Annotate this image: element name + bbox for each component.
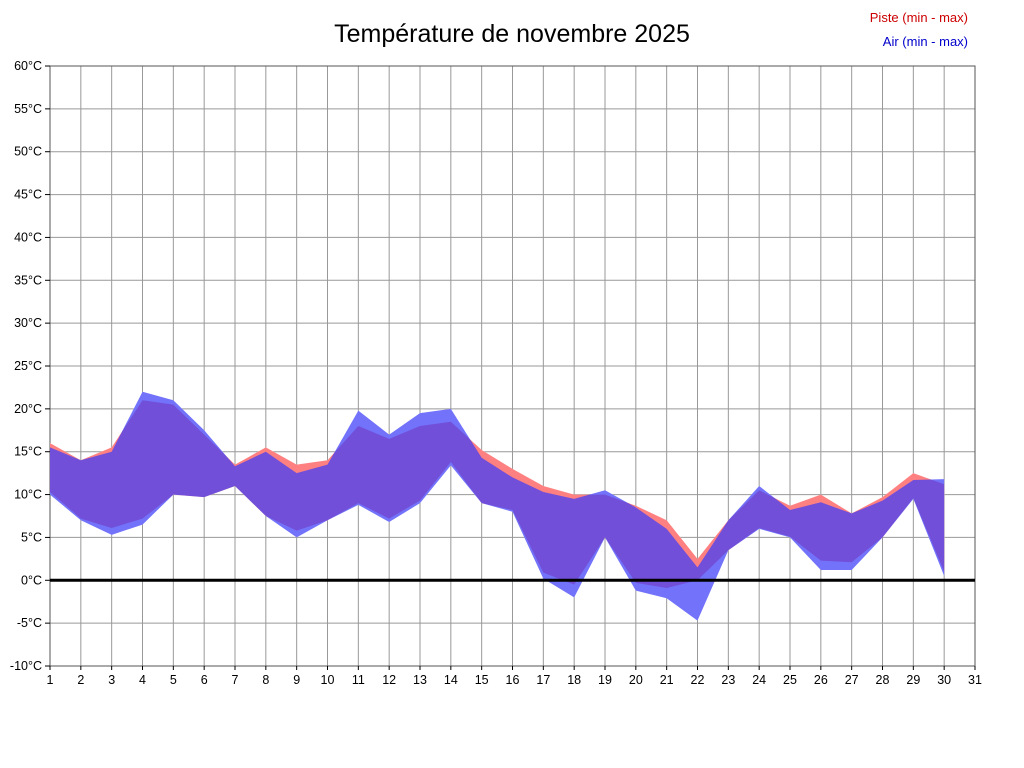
x-tick-label: 7 [232, 673, 239, 687]
x-tick-label: 9 [293, 673, 300, 687]
x-tick-label: 19 [598, 673, 612, 687]
chart-title: Température de novembre 2025 [334, 20, 690, 48]
x-tick-label: 16 [506, 673, 520, 687]
x-tick-label: 30 [937, 673, 951, 687]
y-tick-label: -10°C [10, 659, 42, 673]
x-tick-label: 18 [567, 673, 581, 687]
y-tick-label: 0°C [21, 573, 42, 587]
x-tick-label: 13 [413, 673, 427, 687]
x-tick-label: 24 [752, 673, 766, 687]
x-tick-label: 2 [77, 673, 84, 687]
air-band [50, 391, 945, 621]
y-tick-label: 60°C [14, 59, 42, 73]
y-tick-label: 30°C [14, 316, 42, 330]
x-tick-label: 12 [382, 673, 396, 687]
x-tick-label: 10 [321, 673, 335, 687]
x-tick-label: 27 [845, 673, 859, 687]
y-tick-label: 5°C [21, 530, 42, 544]
legend-air-label: Air (min - max) [883, 34, 968, 49]
x-tick-label: 28 [876, 673, 890, 687]
x-tick-label: 25 [783, 673, 797, 687]
y-tick-label: 10°C [14, 488, 42, 502]
x-tick-label: 17 [536, 673, 550, 687]
x-tick-label: 22 [691, 673, 705, 687]
y-tick-label: 50°C [14, 145, 42, 159]
axis-layer: 60°C55°C50°C45°C40°C35°C30°C25°C20°C15°C… [10, 59, 982, 687]
x-tick-label: 11 [352, 673, 365, 687]
y-tick-label: 35°C [14, 273, 42, 287]
x-tick-label: 26 [814, 673, 828, 687]
x-tick-label: 3 [108, 673, 115, 687]
y-tick-label: 55°C [14, 102, 42, 116]
y-tick-label: 25°C [14, 359, 42, 373]
x-tick-label: 14 [444, 673, 458, 687]
y-tick-label: 45°C [14, 188, 42, 202]
x-tick-label: 6 [201, 673, 208, 687]
x-tick-label: 5 [170, 673, 177, 687]
y-tick-label: 20°C [14, 402, 42, 416]
x-tick-label: 1 [47, 673, 54, 687]
x-tick-label: 31 [968, 673, 982, 687]
legend-piste-label: Piste (min - max) [870, 10, 968, 25]
x-tick-label: 21 [660, 673, 674, 687]
x-tick-label: 20 [629, 673, 643, 687]
y-tick-label: -5°C [17, 616, 42, 630]
x-tick-label: 8 [262, 673, 269, 687]
x-tick-label: 4 [139, 673, 146, 687]
y-tick-label: 15°C [14, 445, 42, 459]
y-tick-label: 40°C [14, 230, 42, 244]
x-tick-label: 15 [475, 673, 489, 687]
grid-layer [49, 65, 976, 667]
x-tick-label: 23 [721, 673, 735, 687]
x-tick-label: 29 [906, 673, 920, 687]
band-layer [50, 391, 945, 621]
